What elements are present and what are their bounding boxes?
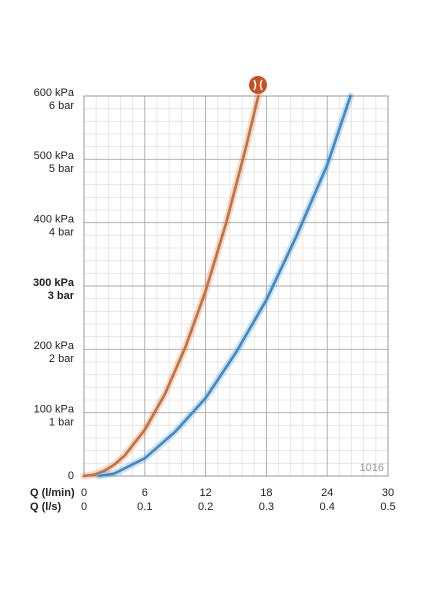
y-tick-label: 400 kPa (34, 214, 75, 226)
y-tick-label: 0 (68, 470, 74, 482)
code-label: 1016 (360, 462, 384, 474)
y-tick-label: 100 kPa (34, 404, 75, 416)
y-tick-label: 2 bar (49, 353, 74, 365)
y-tick-label: 3 bar (48, 290, 75, 302)
x2-tick-label: 0.2 (198, 501, 213, 513)
y-tick-label: 300 kPa (33, 277, 75, 289)
grid (83, 95, 389, 477)
x2-tick-label: 0.5 (380, 501, 395, 513)
plot-frame (83, 95, 389, 477)
x-tick-label: 24 (321, 487, 333, 499)
x2-tick-label: 0 (81, 501, 87, 513)
x-axis-label: Q (l/min) (30, 487, 75, 499)
logo (249, 76, 267, 94)
y-tick-label: 4 bar (49, 227, 74, 239)
x2-tick-label: 0.4 (320, 501, 335, 513)
line (97, 94, 352, 478)
x2-tick-label: 0.1 (137, 501, 152, 513)
y-tick-label: 600 kPa (34, 87, 75, 99)
y-tick-label: 500 kPa (34, 150, 75, 162)
x-tick-label: 0 (81, 487, 87, 499)
y-tick-label: 1 bar (49, 417, 74, 429)
x-tick-label: 30 (382, 487, 394, 499)
y-tick-label: 5 bar (49, 163, 74, 175)
logo-circle (249, 76, 267, 94)
logo-mark (253, 79, 263, 91)
x2-tick-label: 0.3 (259, 501, 274, 513)
y-tick-label: 6 bar (49, 100, 74, 112)
y-tick-label: 200 kPa (34, 340, 75, 352)
x-tick-label: 18 (260, 487, 272, 499)
x-tick-label: 12 (199, 487, 211, 499)
x-tick-label: 6 (142, 487, 148, 499)
x2-axis-label: Q (l/s) (30, 501, 62, 513)
line (82, 94, 260, 478)
